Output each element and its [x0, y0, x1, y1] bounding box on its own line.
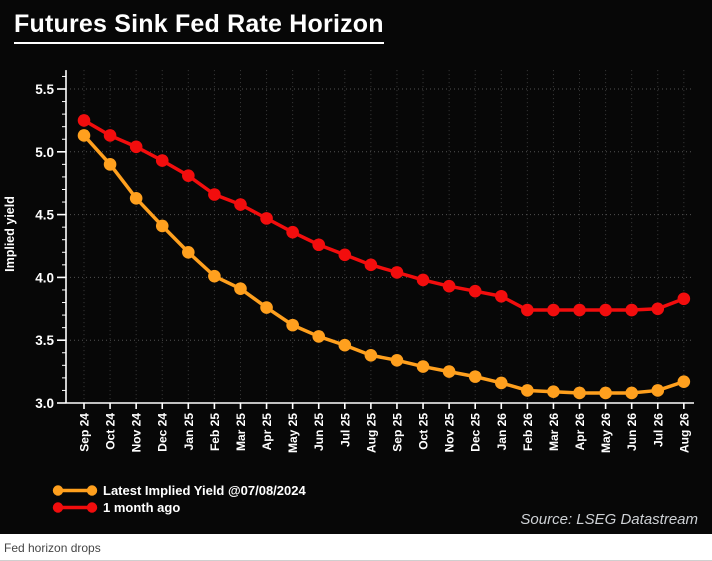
legend-label-latest: Latest Implied Yield @07/08/2024: [103, 483, 306, 498]
x-tick-label: May 26: [599, 413, 613, 453]
data-point-marker: [547, 303, 560, 317]
y-axis-title: Implied yield: [3, 196, 17, 272]
x-tick-label: Nov 24: [130, 413, 144, 453]
data-point-marker: [260, 301, 273, 314]
data-point-marker: [182, 169, 195, 182]
x-tick-label: Jan 26: [495, 413, 509, 451]
data-point-marker: [286, 318, 299, 332]
data-point-marker: [103, 129, 117, 142]
data-point-marker: [599, 386, 612, 400]
data-point-marker: [234, 282, 247, 296]
caption-bar: Fed horizon drops: [0, 534, 712, 561]
legend-marker-latest-icon: [52, 485, 98, 496]
x-tick-label: Nov 25: [443, 413, 457, 453]
data-point-marker: [208, 188, 221, 201]
data-point-marker: [573, 303, 586, 317]
chart-title: Futures Sink Fed Rate Horizon: [14, 10, 384, 44]
y-tick-label: 4.0: [35, 270, 54, 285]
data-point-marker: [547, 385, 560, 398]
legend-label-month-ago: 1 month ago: [103, 500, 181, 515]
x-tick-label: Sep 25: [390, 413, 404, 452]
data-point-marker: [364, 258, 378, 272]
x-tick-label: Jun 26: [625, 413, 639, 451]
x-tick-label: Dec 24: [156, 413, 170, 452]
x-tick-label: Jul 26: [651, 413, 665, 447]
data-point-marker: [312, 238, 326, 252]
data-point-marker: [155, 219, 169, 233]
data-point-marker: [468, 284, 482, 298]
data-point-marker: [677, 292, 691, 306]
caption-text: Fed horizon drops: [4, 541, 101, 555]
data-point-marker: [129, 140, 143, 154]
data-point-marker: [208, 269, 221, 283]
data-point-marker: [260, 212, 273, 225]
x-tick-label: Feb 25: [208, 413, 222, 451]
legend-item-month-ago: 1 month ago: [52, 499, 306, 516]
data-point-marker: [677, 375, 691, 388]
data-point-marker: [573, 386, 586, 400]
data-point-marker: [338, 338, 352, 352]
data-point-marker: [286, 225, 299, 239]
y-tick-label: 5.5: [35, 82, 54, 97]
fed-rate-line-chart: 3.0 3.5 4.0 4.5 5.0 5.5 Sep 24 Oct 24 Nov 24 Dec …: [3, 70, 694, 453]
data-point-marker: [442, 279, 456, 293]
data-point-marker: [442, 365, 456, 378]
x-tick-label: Sep 24: [78, 413, 92, 452]
data-point-marker: [103, 158, 117, 171]
x-tick-label: Aug 25: [364, 413, 378, 453]
data-point-marker: [129, 191, 143, 205]
x-tick-label: Mar 26: [547, 413, 561, 451]
y-tick-label: 4.5: [35, 208, 54, 223]
x-tick-label: Jul 25: [338, 413, 352, 447]
data-point-marker: [494, 376, 508, 390]
y-tick-label: 5.0: [35, 145, 54, 160]
x-tick-label: May 25: [286, 413, 300, 453]
data-point-marker: [155, 154, 169, 167]
x-tick-label: Oct 24: [104, 413, 118, 450]
legend-marker-month-ago-icon: [52, 502, 98, 513]
data-point-marker: [364, 348, 378, 362]
data-point-marker: [390, 266, 404, 279]
data-point-marker: [521, 384, 534, 397]
x-tick-label: Dec 25: [469, 413, 483, 452]
chart-legend: Latest Implied Yield @07/08/2024 1 month…: [52, 482, 306, 516]
x-tick-label: Apr 25: [260, 413, 274, 451]
data-point-marker: [625, 386, 638, 400]
data-point-marker: [312, 330, 326, 343]
x-tick-label: Apr 26: [573, 413, 587, 451]
source-attribution: Source: LSEG Datastream: [520, 511, 698, 528]
data-point-marker: [416, 360, 430, 373]
x-tick-label: Jun 25: [312, 413, 326, 451]
series-line: [82, 134, 685, 395]
data-point-marker: [494, 289, 508, 303]
chart-card: Futures Sink Fed Rate Horizon 3.0 3.5 4.0 4…: [0, 0, 712, 534]
data-point-marker: [338, 248, 352, 262]
x-tick-label: Feb 26: [521, 413, 535, 451]
y-tick-label: 3.0: [35, 396, 54, 411]
y-tick-label: 3.5: [35, 333, 54, 348]
data-point-marker: [416, 273, 430, 287]
data-point-marker: [182, 245, 195, 259]
legend-item-latest: Latest Implied Yield @07/08/2024: [52, 482, 306, 499]
data-point-marker: [77, 114, 91, 127]
x-tick-label: Jan 25: [182, 413, 196, 451]
x-tick-label: Oct 25: [417, 413, 431, 450]
data-point-marker: [599, 303, 612, 317]
data-point-marker: [651, 302, 665, 316]
series-line: [83, 118, 685, 312]
data-point-marker: [468, 370, 482, 383]
data-point-marker: [651, 384, 665, 397]
x-tick-label: Mar 25: [234, 413, 248, 451]
data-point-marker: [77, 129, 91, 142]
data-point-marker: [625, 303, 638, 317]
data-point-marker: [390, 353, 404, 367]
data-point-marker: [521, 303, 534, 317]
x-tick-label: Aug 26: [677, 413, 691, 453]
data-point-marker: [234, 198, 247, 211]
